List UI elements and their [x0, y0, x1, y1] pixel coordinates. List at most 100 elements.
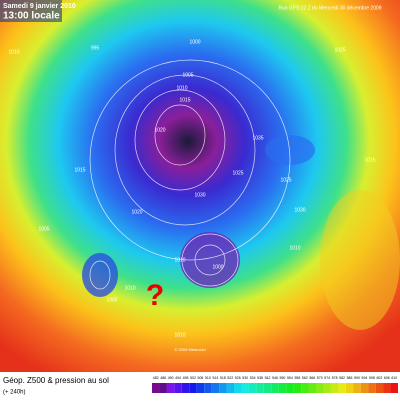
run-info: Run GFS 12 Z du Mercredi 30 décembre 200… — [278, 5, 381, 11]
low-center — [82, 253, 118, 297]
isobar-label: 1010 — [176, 85, 187, 91]
scale-swatch — [189, 383, 197, 393]
scale-swatch — [301, 383, 309, 393]
scale-label: 538 — [257, 376, 263, 380]
color-scale: 482 486 490 494 498 502 506 510 514 518 522 526 530 5… — [152, 376, 398, 393]
scale-swatch — [211, 383, 220, 393]
scale-label: 594 — [362, 376, 368, 380]
date-box — [0, 0, 62, 22]
scale-swatch — [241, 383, 249, 393]
scale-label: 522 — [227, 376, 233, 380]
scale-label: 502 — [190, 376, 196, 380]
isobar-label: 1030 — [194, 192, 205, 198]
scale-swatch — [316, 383, 324, 393]
scale-label: 574 — [324, 376, 330, 380]
scale-swatch — [174, 383, 182, 393]
isobar-label: 1015 — [364, 157, 375, 163]
scale-swatch — [166, 383, 175, 393]
scale-swatch — [345, 383, 354, 393]
isobar-label: 1000 — [189, 39, 200, 45]
scale-label: 526 — [235, 376, 241, 380]
scale-swatch — [375, 383, 384, 393]
scale-label: 570 — [317, 376, 323, 380]
scale-swatch — [286, 383, 294, 393]
scale-label: 598 — [369, 376, 375, 380]
question-mark: ? — [146, 279, 164, 312]
scale-label: 586 — [347, 376, 353, 380]
footer-lead: (+ 240h) — [3, 390, 26, 396]
scale-swatch — [152, 383, 160, 393]
scale-label: 546 — [272, 376, 278, 380]
isobar-label: 1005 — [182, 72, 193, 78]
scale-label: 562 — [302, 376, 308, 380]
scale-swatch — [323, 383, 331, 393]
scale-swatch — [181, 383, 190, 393]
isobar-label: 1035 — [252, 135, 263, 141]
scale-swatch — [226, 383, 234, 393]
isobar-label: 1020 — [154, 127, 165, 133]
scale-label: 590 — [354, 376, 360, 380]
scale-swatch — [271, 383, 279, 393]
isobar-label: 1025 — [334, 47, 345, 53]
scale-swatch — [293, 383, 302, 393]
scale-label: 486 — [160, 376, 166, 380]
scale-swatch — [196, 383, 205, 393]
isobar-label: 995 — [91, 45, 100, 51]
scale-swatch — [308, 383, 316, 393]
scale-label: 558 — [294, 376, 300, 380]
scale-swatch — [338, 383, 346, 393]
scale-label: 514 — [212, 376, 218, 380]
isobar-label: 1020 — [131, 209, 142, 215]
isobar-label: 1030 — [294, 207, 305, 213]
scale-swatch — [219, 383, 227, 393]
isobar-label: 1005 — [106, 297, 117, 303]
isobar-label: 1005 — [38, 226, 49, 232]
scale-label: 494 — [175, 376, 181, 380]
isobar-labels: 1010 995 1000 1005 1010 1015 1020 1035 1025 1030 1… — [8, 39, 375, 338]
trough — [265, 135, 315, 165]
isobar-label: 1015 — [179, 97, 190, 103]
scale-label: 566 — [309, 376, 315, 380]
isobar-label: 1025 — [232, 170, 243, 176]
scale-swatch — [248, 383, 257, 393]
low-center — [180, 232, 240, 288]
forecast-date: Samedi 9 janvier 2010 — [3, 3, 76, 10]
scale-label: 530 — [242, 376, 248, 380]
scale-swatch — [390, 383, 398, 393]
isobar-label: 1010 — [289, 245, 300, 251]
scale-swatch — [383, 383, 391, 393]
isobar-label: 1000 — [212, 264, 223, 270]
isobar-label: 1010 — [8, 49, 19, 55]
scale-swatch — [263, 383, 272, 393]
scale-swatch — [353, 383, 361, 393]
scale-swatch — [278, 383, 287, 393]
isobars — [89, 59, 291, 290]
scale-swatch — [360, 383, 369, 393]
scale-label: 534 — [250, 376, 256, 380]
ridge — [320, 190, 400, 330]
scale-label: 606 — [384, 376, 390, 380]
isobar-label: 1010 — [124, 285, 135, 291]
forecast-time: 13:00 locale — [3, 11, 60, 22]
scale-label: 518 — [220, 376, 226, 380]
scale-swatch — [159, 383, 167, 393]
scale-label: 542 — [265, 376, 271, 380]
scale-label: 490 — [168, 376, 174, 380]
scale-label: 506 — [198, 376, 204, 380]
scale-label: 482 — [153, 376, 159, 380]
scale-label: 554 — [287, 376, 293, 380]
scale-label: 510 — [205, 376, 211, 380]
scale-swatch — [330, 383, 339, 393]
isobar-label: 1025 — [280, 177, 291, 183]
scale-label: 498 — [183, 376, 189, 380]
scale-label: 610 — [391, 376, 397, 380]
copyright: © 2009 Meteociel — [174, 347, 205, 352]
scale-label: 582 — [339, 376, 345, 380]
scale-swatch — [234, 383, 242, 393]
scale-label: 578 — [332, 376, 338, 380]
scale-swatch — [204, 383, 212, 393]
scale-swatch — [368, 383, 376, 393]
scale-label: 550 — [280, 376, 286, 380]
